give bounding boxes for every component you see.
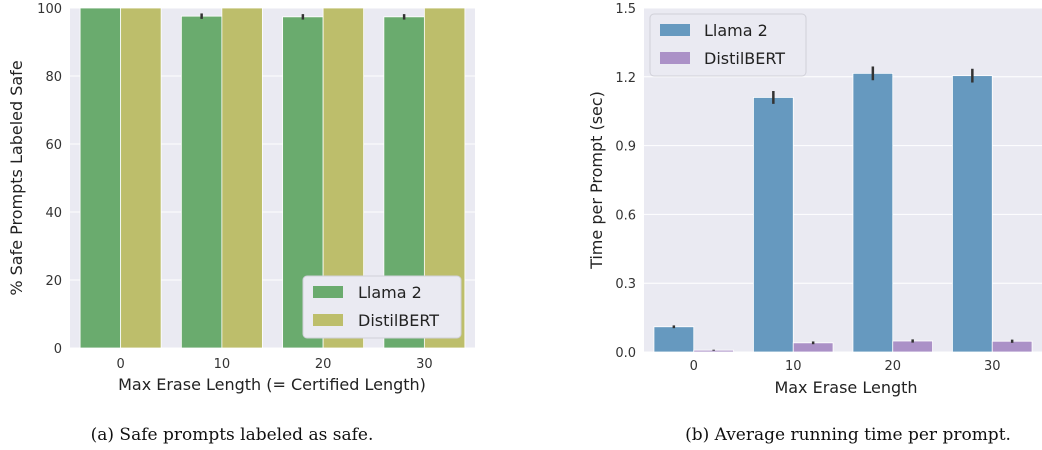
caption-b: (b) Average running time per prompt. — [685, 425, 1011, 445]
chart-panel-a: 0 20 40 60 80 100 0 10 20 30 Max Erase Length (=… — [7, 2, 475, 445]
y-tick-labels-b: 0.0 0.3 0.6 0.9 1.2 1.5 — [615, 2, 636, 361]
y-tick-label-b-1: 0.3 — [615, 277, 636, 292]
x-axis-label-b: Max Erase Length — [774, 378, 917, 397]
x-axis-label-a: Max Erase Length (= Certified Length) — [118, 375, 426, 394]
bar-a-distilbert-10 — [221, 7, 263, 349]
y-tick-label-b-2: 0.6 — [615, 208, 636, 223]
y-tick-labels-a: 0 20 40 60 80 100 — [37, 2, 62, 357]
bar-a-distilbert-0 — [120, 7, 162, 349]
x-tick-label-a-0: 0 — [116, 357, 124, 372]
x-tick-labels-a: 0 10 20 30 — [116, 357, 432, 372]
bar-a-llama-2-10 — [180, 15, 223, 349]
chart-panel-b: 0.0 0.3 0.6 0.9 1.2 1.5 0 10 20 30 Max Erase Len… — [587, 2, 1042, 445]
y-axis-label-a: % Safe Prompts Labeled Safe — [7, 60, 26, 295]
x-tick-label-b-1: 10 — [785, 359, 802, 374]
y-tick-label-b-4: 1.2 — [615, 71, 636, 86]
y-tick-label-a-4: 80 — [45, 70, 62, 85]
legend-swatch-llama-b — [660, 24, 690, 36]
y-tick-label-b-3: 0.9 — [615, 140, 636, 155]
x-tick-label-b-0: 0 — [690, 359, 698, 374]
legend-swatch-distil-a — [313, 314, 343, 326]
legend-label-llama-a: Llama 2 — [358, 283, 422, 302]
y-tick-label-b-0: 0.0 — [615, 346, 636, 361]
legend-b: Llama 2 DistilBERT — [649, 13, 807, 77]
caption-a: (a) Safe prompts labeled as safe. — [91, 425, 374, 445]
y-tick-label-a-3: 60 — [45, 138, 62, 153]
y-tick-label-a-0: 0 — [54, 342, 62, 357]
y-tick-label-a-5: 100 — [37, 2, 62, 17]
x-tick-label-b-2: 20 — [884, 359, 901, 374]
bars-b — [653, 66, 1033, 353]
y-tick-label-a-1: 20 — [45, 274, 62, 289]
bar-b-llama-2-30 — [952, 75, 993, 353]
legend-label-distil-a: DistilBERT — [358, 311, 439, 330]
bar-b-distilbert-30 — [991, 340, 1033, 353]
y-axis-label-b: Time per Prompt (sec) — [587, 91, 606, 270]
y-tick-label-b-5: 1.5 — [615, 2, 636, 17]
legend-swatch-distil-b — [660, 52, 690, 64]
legend-label-distil-b: DistilBERT — [704, 49, 785, 68]
bar-b-llama-2-0 — [653, 326, 695, 353]
y-tick-label-a-2: 40 — [45, 206, 62, 221]
legend-label-llama-b: Llama 2 — [704, 21, 768, 40]
bar-b-llama-2-20 — [852, 72, 894, 353]
x-tick-label-a-2: 20 — [315, 357, 332, 372]
bar-a-llama-2-0 — [79, 7, 122, 349]
legend-a: Llama 2 DistilBERT — [302, 275, 462, 339]
bar-b-distilbert-20 — [892, 340, 933, 353]
legend-swatch-llama-a — [313, 286, 343, 298]
bar-b-llama-2-10 — [753, 97, 794, 353]
x-tick-label-a-3: 30 — [416, 357, 433, 372]
x-tick-labels-b: 0 10 20 30 — [690, 359, 1001, 374]
x-tick-label-b-3: 30 — [984, 359, 1001, 374]
x-tick-label-a-1: 10 — [214, 357, 231, 372]
